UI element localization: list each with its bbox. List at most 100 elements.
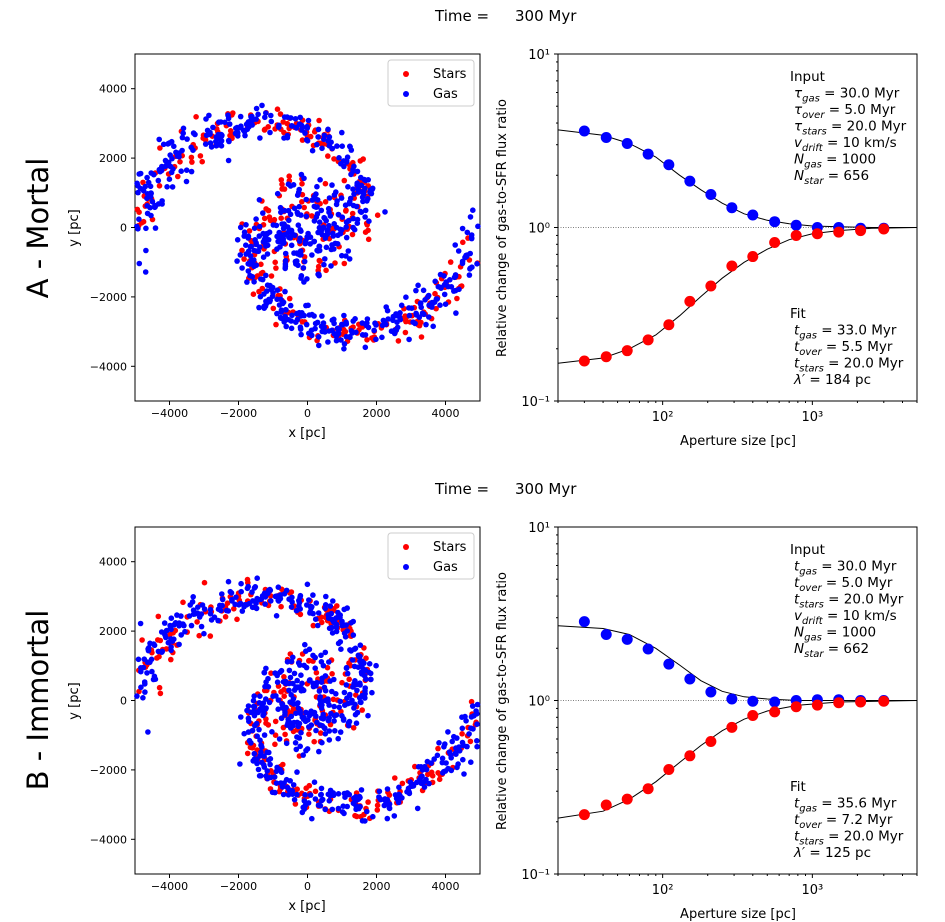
gas-point [251, 693, 257, 699]
gas-point [278, 667, 285, 674]
gas-point [168, 626, 174, 633]
gas-point [287, 211, 294, 218]
gas-point [334, 241, 341, 247]
gas-point [261, 711, 267, 717]
gas-point [289, 312, 295, 319]
star-point [288, 589, 295, 595]
gas-point [341, 341, 348, 347]
gas-point [326, 798, 333, 804]
gas-point [430, 323, 437, 330]
gas-point [354, 220, 361, 226]
gas-point [475, 223, 481, 230]
gas-point [198, 623, 205, 630]
gas-point [286, 667, 293, 674]
star-point [157, 145, 163, 151]
gas-ratio-point [621, 633, 633, 645]
gas-point [188, 622, 195, 629]
gas-point [168, 138, 175, 145]
gas-point [261, 732, 268, 738]
gas-point [303, 321, 310, 328]
gas-point [362, 214, 368, 220]
star-ratio-point [855, 225, 867, 237]
star-point [234, 616, 240, 623]
gas-ratio-point [769, 216, 781, 228]
annotation-line: τstars = 20.0 Myr [794, 119, 907, 138]
gas-point [294, 677, 301, 684]
gas-point [245, 248, 252, 254]
scatter-points-b [134, 575, 481, 824]
gas-point [316, 748, 322, 755]
gas-point [463, 718, 469, 724]
gas-point [470, 726, 476, 732]
gas-point [344, 628, 351, 634]
star-point [306, 657, 312, 664]
gas-point [474, 701, 481, 708]
gas-point [322, 215, 328, 222]
gas-point [467, 214, 474, 220]
gas-point [322, 673, 329, 679]
annotation-line: tgas = 30.0 Myr [794, 559, 897, 578]
gas-point [344, 803, 351, 810]
gas-point [184, 136, 190, 142]
gas-point [474, 743, 480, 750]
gas-point [396, 784, 402, 791]
gas-point [330, 598, 336, 604]
row-label-a: A - Mortal [21, 158, 55, 299]
legend-b: Stars Gas [387, 532, 475, 580]
gas-point [318, 792, 324, 798]
gas-point [279, 221, 285, 227]
star-point [197, 153, 204, 159]
gas-point [244, 585, 251, 592]
gas-point [282, 711, 288, 718]
gas-point [267, 129, 273, 136]
star-point [364, 337, 370, 343]
gas-point [362, 177, 369, 184]
star-point [425, 771, 431, 778]
gas-point [393, 311, 399, 317]
gas-point [138, 684, 144, 691]
gas-point [275, 706, 282, 712]
annotation-line: tgas = 35.6 Myr [794, 796, 897, 815]
star-point [172, 627, 179, 634]
gas-point [312, 665, 319, 671]
gas-point [288, 325, 295, 332]
gas-point [362, 818, 368, 824]
gas-point [295, 705, 302, 711]
gas-point [256, 304, 262, 311]
gas-ratio-point [769, 696, 781, 708]
profile-xtick-label: 10³ [801, 883, 823, 898]
star-point [267, 217, 274, 224]
gas-point [202, 141, 209, 147]
gas-point [421, 763, 428, 770]
gas-point [318, 652, 324, 659]
gas-point [262, 601, 268, 607]
gas-point [339, 713, 345, 719]
star-point [231, 606, 237, 612]
gas-point [320, 224, 327, 231]
gas-point [341, 346, 347, 352]
gas-point [292, 740, 299, 746]
gas-point [311, 681, 318, 687]
annotation-line: λ′ = 125 pc [793, 845, 871, 861]
gas-point [348, 171, 354, 178]
gas-point [174, 612, 180, 618]
star-point [258, 270, 265, 277]
gas-point [470, 207, 476, 213]
gas-point [353, 803, 359, 809]
gas-point [140, 188, 147, 194]
gas-point [474, 261, 480, 267]
gas-point [136, 260, 143, 267]
gas-point [278, 307, 285, 314]
gas-point [241, 730, 247, 737]
scatter-ytick-label: 0 [120, 695, 127, 708]
star-point [386, 792, 393, 798]
gas-point [165, 162, 172, 169]
gas-point [312, 616, 319, 622]
gas-point [313, 600, 320, 606]
gas-point [275, 598, 282, 604]
annotation-line: λ′ = 184 pc [793, 372, 871, 388]
gas-point [218, 607, 224, 614]
star-point [189, 159, 195, 165]
star-point [349, 210, 356, 217]
star-ratio-point [811, 699, 823, 711]
